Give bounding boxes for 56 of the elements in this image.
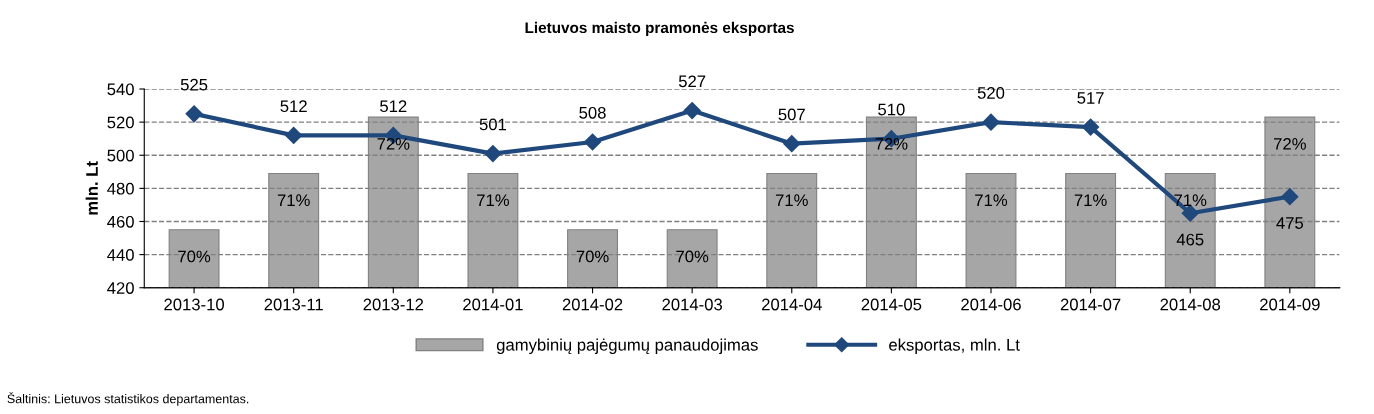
data-label: 512 (380, 100, 407, 113)
data-label: 70% (576, 250, 609, 263)
data-label: 72% (377, 137, 410, 150)
y-tick-label: 500 (107, 149, 134, 162)
point (285, 126, 303, 144)
data-label: 527 (678, 75, 706, 88)
point (583, 133, 602, 151)
point (683, 101, 701, 120)
data-label: 517 (1077, 92, 1104, 104)
data-label: 70% (676, 250, 709, 263)
data-label: 70% (178, 250, 211, 263)
point (1082, 118, 1100, 136)
point (982, 113, 1000, 131)
x-tick-label: 2014-05 (861, 298, 922, 311)
x-tick-label: 2014-03 (662, 298, 723, 311)
data-label: 71% (1074, 194, 1107, 207)
data-label: 507 (778, 108, 805, 121)
y-tick-label: 460 (107, 215, 134, 228)
y-tick-label: 420 (107, 282, 134, 294)
point (1281, 188, 1299, 206)
x-tick-label: 2014-09 (1260, 298, 1320, 311)
x-tick-label: 2014-06 (961, 298, 1021, 311)
x-tick-label: 2013-11 (264, 298, 323, 311)
data-label: 71% (775, 194, 808, 207)
data-label: 72% (875, 137, 908, 150)
y-tick-label: 520 (107, 116, 134, 129)
x-tick-label: 2014-07 (1060, 298, 1121, 311)
data-label: 475 (1276, 217, 1304, 229)
data-label: 525 (180, 78, 208, 91)
x-tick-label: 2014-02 (562, 298, 623, 311)
y-tick-label: 440 (107, 249, 134, 261)
point (185, 105, 203, 123)
y-tick-label: 540 (107, 83, 134, 96)
x-tick-label: 2014-01 (463, 298, 523, 311)
data-label: 510 (878, 103, 905, 116)
y-axis-title: mln. Lt (85, 161, 98, 215)
data-label: 520 (977, 87, 1005, 99)
text: Šaltinis: Lietuvos statistikos departamentas. (7, 392, 249, 406)
y-tick-label: 480 (107, 182, 134, 195)
data-label: 71% (477, 194, 510, 207)
data-label: 465 (1176, 233, 1204, 246)
point (783, 135, 801, 153)
x-tick-label: 2013-10 (164, 298, 225, 311)
x-tick-label: 2013-12 (363, 298, 424, 311)
data-label: 71% (277, 194, 310, 207)
data-label: 71% (975, 194, 1008, 207)
data-label: 512 (280, 100, 307, 113)
x-tick-label: 2014-08 (1160, 298, 1221, 311)
data-label: 72% (1274, 137, 1306, 150)
chart-title: Lietuvos maisto pramonės eksportas (525, 21, 794, 37)
point (484, 145, 502, 163)
data-label: 501 (479, 118, 507, 131)
data-label: 508 (579, 106, 606, 119)
legend-label: eksportas, mln. Lt (889, 338, 1020, 355)
x-tick-label: 2014-04 (762, 298, 822, 311)
legend-label: gamybinių pajėgumų panaudojimas (496, 338, 758, 355)
